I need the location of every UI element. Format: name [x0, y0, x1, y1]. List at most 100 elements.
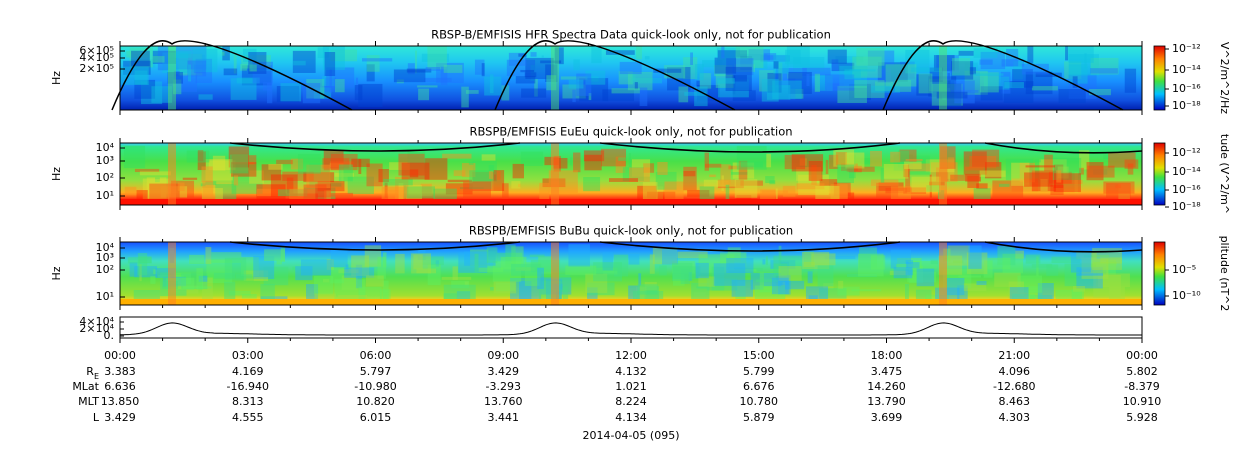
spectrogram-texture — [846, 166, 875, 172]
spectrogram-texture — [263, 82, 272, 91]
spectrogram-texture — [521, 88, 547, 98]
spectrogram-texture — [326, 67, 355, 88]
spectrogram-texture — [313, 276, 334, 295]
spectrogram-texture — [585, 70, 606, 85]
spectrogram-texture — [534, 79, 538, 97]
spectrogram-texture — [329, 163, 344, 184]
spectrogram-texture — [329, 192, 353, 197]
spectrogram-texture — [358, 159, 362, 174]
spectrogram-texture — [541, 55, 544, 58]
spectrogram-texture — [334, 173, 354, 177]
spectrogram-texture — [127, 257, 152, 264]
spectrogram-texture — [838, 280, 844, 289]
spectrogram-texture — [256, 184, 286, 203]
spectrogram — [120, 242, 1142, 305]
spectrogram-texture — [202, 181, 214, 197]
spectrogram-texture — [362, 58, 393, 62]
ephemeris-value: 3.475 — [871, 365, 903, 378]
spectrogram-texture — [778, 266, 802, 281]
spectrogram-texture — [447, 179, 472, 183]
spectrogram-texture — [605, 50, 635, 55]
spectrogram-texture — [264, 249, 285, 261]
spectrogram-texture — [478, 267, 504, 272]
spectrogram-texture — [1040, 178, 1048, 191]
spectrogram-texture — [799, 158, 807, 166]
spectrogram-texture — [324, 190, 331, 205]
ephemeris-value: 3.429 — [104, 411, 136, 424]
spectrogram-texture — [780, 261, 789, 286]
spectrogram-texture — [560, 76, 588, 80]
spectrogram-texture — [1015, 250, 1025, 259]
spectrogram-texture — [1094, 272, 1106, 279]
spectrogram-texture — [639, 87, 648, 107]
spectrogram-texture — [1064, 263, 1097, 287]
spectrogram-texture — [351, 255, 370, 277]
spectrogram-texture — [885, 187, 908, 194]
spectrogram-texture — [587, 287, 598, 299]
spectrogram-texture — [486, 247, 498, 263]
spectrogram-texture — [282, 171, 314, 181]
spectrogram-texture — [134, 79, 156, 99]
ephemeris-value: 6.015 — [360, 411, 392, 424]
spectrogram-texture — [330, 249, 348, 268]
spectrogram-texture — [530, 64, 536, 81]
spectrogram-texture — [407, 63, 415, 75]
spectrogram-texture — [725, 66, 752, 92]
spectrogram-texture — [330, 153, 358, 171]
spectrogram-band — [120, 299, 1142, 305]
spectrogram-texture — [767, 72, 782, 93]
spectrogram-texture — [295, 266, 313, 281]
spectrogram-texture — [845, 152, 865, 169]
spectrogram-texture — [459, 186, 484, 190]
spectrogram-texture — [568, 79, 584, 89]
spectrogram-texture — [951, 61, 974, 80]
spectrogram-texture — [738, 160, 748, 181]
ephemeris-value: 8.224 — [615, 395, 647, 408]
spectrogram-texture — [435, 260, 440, 267]
ephemeris-value: 4.303 — [999, 411, 1031, 424]
spectrogram-texture — [827, 49, 847, 64]
spectrogram-texture — [243, 270, 269, 281]
spectrogram-texture — [644, 286, 660, 303]
spectrogram-texture — [261, 164, 282, 181]
spectrogram-texture — [958, 50, 974, 56]
spectrogram-texture — [720, 252, 747, 268]
spectrogram-texture — [803, 251, 814, 273]
spectrogram-texture — [1124, 68, 1137, 93]
spectrogram-texture — [384, 182, 388, 198]
spectrogram-texture — [771, 277, 789, 295]
spectrogram-texture — [843, 66, 868, 77]
spectrogram-texture — [1076, 267, 1103, 289]
ephemeris-value: 10.780 — [740, 395, 779, 408]
spectrogram-texture — [907, 271, 936, 283]
spectrogram-texture — [950, 89, 979, 93]
spectrogram-texture — [338, 164, 353, 182]
spectrogram-texture — [585, 273, 608, 293]
spectrogram-texture — [139, 171, 171, 176]
spectrogram-texture — [493, 174, 497, 181]
spectrogram-texture — [759, 272, 776, 293]
spectrogram-texture — [883, 163, 909, 179]
spectrogram-texture — [609, 178, 638, 182]
spectrogram-texture — [1057, 166, 1069, 179]
curve — [229, 142, 1143, 154]
spectrogram-texture — [236, 77, 260, 84]
spectrogram-texture — [1005, 158, 1034, 181]
spectrogram-texture — [1028, 286, 1043, 303]
spectrogram-texture — [230, 78, 257, 100]
spectrogram-texture — [837, 85, 867, 103]
spectrogram-texture — [690, 52, 694, 66]
ephemeris-value: 6.676 — [743, 380, 775, 393]
spectrogram-texture — [188, 64, 192, 82]
spectrogram-texture — [554, 47, 564, 65]
spectrogram-texture — [524, 72, 537, 78]
spectrogram-spike — [939, 46, 947, 110]
spectrogram-texture — [1053, 173, 1081, 193]
spectrogram-texture — [1052, 157, 1082, 180]
spectrogram-texture — [415, 50, 418, 74]
colorbar-tick-label: 10⁻¹⁸ — [1172, 99, 1201, 112]
spectrogram-texture — [748, 49, 771, 61]
spectrogram-band — [120, 199, 1142, 205]
spectrogram-texture — [280, 247, 286, 262]
spectrogram-texture — [324, 52, 336, 77]
